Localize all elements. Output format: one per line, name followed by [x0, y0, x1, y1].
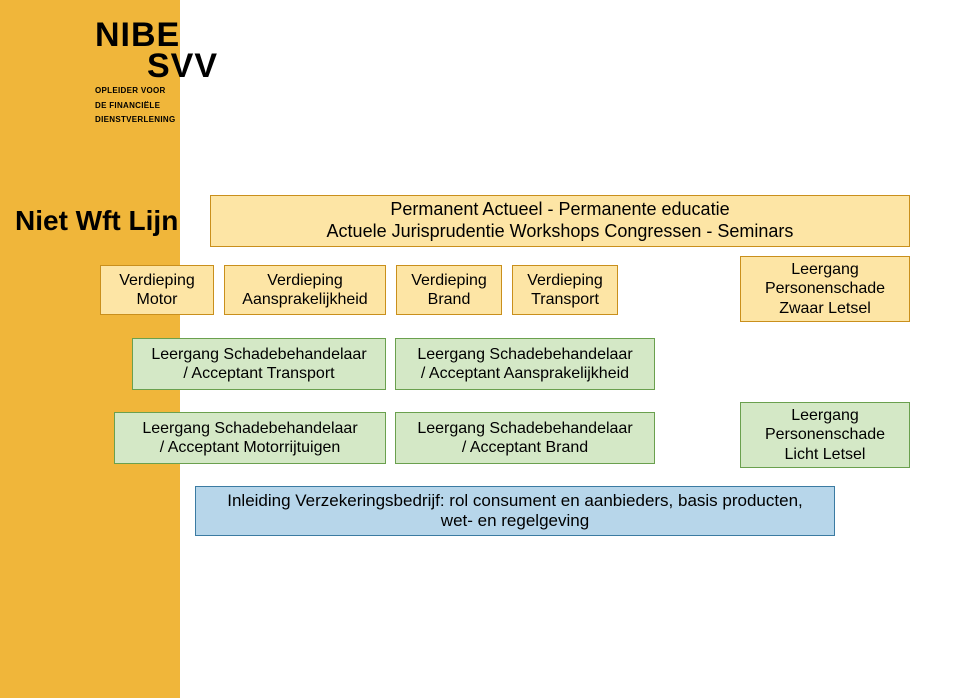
personenschade-zwaar: Leergang Personenschade Zwaar Letsel [740, 256, 910, 322]
top-banner-l1: Permanent Actueel - Permanente educatie [327, 199, 794, 221]
personenschade-licht: Leergang Personenschade Licht Letsel [740, 402, 910, 468]
leergang-acceptant-motorrijtuigen: Leergang Schadebehandelaar / Acceptant M… [114, 412, 386, 464]
logo-svv: SVV [147, 51, 218, 82]
logo-nibe: NIBE [95, 20, 218, 51]
top-banner-l2: Actuele Jurisprudentie Workshops Congres… [327, 221, 794, 243]
leergang-acceptant-brand: Leergang Schadebehandelaar / Acceptant B… [395, 412, 655, 464]
top-banner: Permanent Actueel - Permanente educatie … [210, 195, 910, 247]
logo: NIBE SVV OPLEIDER VOOR DE FINANCIËLE DIE… [95, 20, 218, 125]
logo-tagline-2: DE FINANCIËLE [95, 101, 218, 111]
verdieping-brand: Verdieping Brand [396, 265, 502, 315]
logo-tagline-1: OPLEIDER VOOR [95, 86, 218, 96]
verdieping-aansprakelijkheid: Verdieping Aansprakelijkheid [224, 265, 386, 315]
verdieping-motor: Verdieping Motor [100, 265, 214, 315]
verdieping-transport: Verdieping Transport [512, 265, 618, 315]
page-title: Niet Wft Lijn [15, 205, 178, 237]
leergang-acceptant-aansprakelijkheid: Leergang Schadebehandelaar / Acceptant A… [395, 338, 655, 390]
leergang-acceptant-transport: Leergang Schadebehandelaar / Acceptant T… [132, 338, 386, 390]
bottom-banner: Inleiding Verzekeringsbedrijf: rol consu… [195, 486, 835, 536]
logo-tagline-3: DIENSTVERLENING [95, 115, 218, 125]
